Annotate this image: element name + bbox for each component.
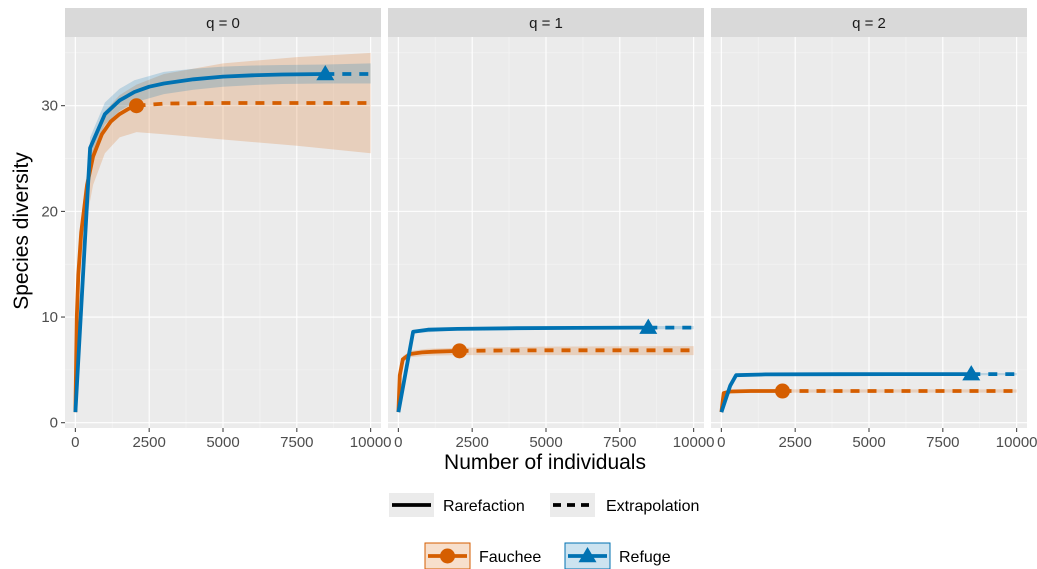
legend: Rarefaction Extrapolation Fauchee Refuge bbox=[389, 493, 699, 569]
extrapolation-line-fauchee bbox=[136, 101, 371, 108]
x-axis-title: Number of individuals bbox=[444, 451, 646, 474]
x-tick-label: 2500 bbox=[455, 434, 488, 451]
confidence-band-fauchee bbox=[75, 52, 371, 413]
facet-strip bbox=[65, 8, 381, 37]
legend-marker-triangle bbox=[578, 547, 597, 563]
x-tick-label: 0 bbox=[717, 434, 725, 451]
observed-point-fauchee bbox=[128, 98, 144, 114]
extrapolation-line-fauchee bbox=[459, 348, 694, 353]
x-tick-label: 0 bbox=[394, 434, 402, 451]
x-tick-label: 5000 bbox=[206, 434, 239, 451]
facet-strip-label: q = 1 bbox=[529, 15, 563, 32]
series-legend: Fauchee Refuge bbox=[424, 542, 671, 569]
x-tick-label: 2500 bbox=[778, 434, 811, 451]
y-tick-label: 30 bbox=[41, 98, 58, 115]
facet-strip-label: q = 0 bbox=[206, 15, 240, 32]
panel-q-0: q = 0 0 2500 5000 7500 10000 0 10 20 30 bbox=[41, 8, 392, 451]
x-tick-label: 2500 bbox=[132, 434, 165, 451]
observed-point-refuge bbox=[316, 64, 335, 81]
rarefaction-line-refuge bbox=[73, 72, 326, 413]
rarefaction-line-refuge bbox=[396, 325, 649, 413]
panel-q-1: q = 1 0 2500 5000 7500 10000 bbox=[388, 8, 715, 451]
x-tick-label: 5000 bbox=[529, 434, 562, 451]
x-tick-label: 10000 bbox=[673, 434, 715, 451]
legend-label-refuge: Refuge bbox=[619, 549, 671, 566]
x-tick-label: 7500 bbox=[603, 434, 636, 451]
facet-strip bbox=[388, 8, 704, 37]
panel-q-2: q = 2 0 2500 5000 7500 10000 bbox=[711, 8, 1037, 451]
observed-point-refuge bbox=[639, 318, 658, 334]
y-tick-label: 0 bbox=[50, 415, 58, 432]
legend-label-fauchee: Fauchee bbox=[479, 549, 541, 566]
y-tick-label: 20 bbox=[41, 203, 58, 220]
x-tick-label: 7500 bbox=[926, 434, 959, 451]
legend-label-rarefaction: Rarefaction bbox=[443, 498, 525, 515]
facet-strip-label: q = 2 bbox=[852, 15, 886, 32]
x-tick-label: 0 bbox=[71, 434, 79, 451]
y-tick-label: 10 bbox=[41, 309, 58, 326]
observed-point-fauchee bbox=[451, 343, 467, 359]
x-tick-label: 10000 bbox=[350, 434, 392, 451]
observed-point-fauchee bbox=[774, 383, 790, 399]
facet-strip bbox=[711, 8, 1027, 37]
observed-point-refuge bbox=[962, 365, 981, 381]
y-axis-title: Species diversity bbox=[10, 152, 33, 310]
rarefaction-line-fauchee bbox=[73, 103, 138, 413]
x-tick-label: 10000 bbox=[996, 434, 1037, 451]
legend-label-extrapolation: Extrapolation bbox=[606, 498, 699, 515]
x-tick-label: 7500 bbox=[280, 434, 313, 451]
rarefaction-line-refuge bbox=[719, 372, 972, 413]
legend-marker-circle bbox=[440, 548, 455, 564]
linetype-legend: Rarefaction Extrapolation bbox=[389, 493, 699, 517]
x-tick-label: 5000 bbox=[852, 434, 885, 451]
